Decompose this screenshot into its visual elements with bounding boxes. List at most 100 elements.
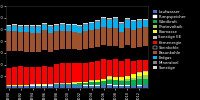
Bar: [113, 59, 118, 76]
Bar: [83, 83, 88, 85]
Bar: [12, 51, 17, 67]
Bar: [143, 46, 148, 60]
Bar: [131, 80, 136, 86]
Bar: [119, 81, 124, 85]
Bar: [30, 67, 35, 84]
Bar: [137, 73, 142, 76]
Bar: [131, 48, 136, 61]
Bar: [143, 79, 148, 85]
Bar: [66, 48, 71, 63]
Bar: [77, 83, 82, 85]
Bar: [125, 59, 130, 76]
Bar: [66, 84, 71, 85]
Legend: Laufwasser, Pumpspeicher, Windkraft, Photovoltaik, Biomasse, Sonstige EE, Kernen: Laufwasser, Pumpspeicher, Windkraft, Pho…: [153, 10, 187, 70]
Bar: [54, 64, 59, 83]
Bar: [131, 86, 136, 88]
Bar: [107, 77, 112, 79]
Bar: [107, 18, 112, 19]
Bar: [107, 20, 112, 28]
Bar: [36, 52, 41, 67]
Bar: [83, 86, 88, 88]
Bar: [18, 51, 23, 66]
Bar: [48, 85, 53, 86]
Bar: [137, 60, 142, 72]
Bar: [131, 21, 136, 22]
Bar: [36, 25, 41, 26]
Bar: [89, 82, 94, 85]
Bar: [113, 76, 118, 77]
Bar: [113, 77, 118, 80]
Bar: [77, 63, 82, 82]
Bar: [30, 27, 35, 33]
Bar: [113, 17, 118, 18]
Bar: [89, 80, 94, 81]
Bar: [125, 81, 130, 85]
Bar: [60, 49, 65, 63]
Bar: [143, 72, 148, 75]
Bar: [113, 19, 118, 28]
Bar: [60, 25, 65, 31]
Bar: [119, 61, 124, 76]
Bar: [48, 84, 53, 85]
Bar: [89, 22, 94, 23]
Bar: [60, 23, 65, 24]
Bar: [6, 26, 11, 27]
Bar: [89, 86, 94, 88]
Bar: [54, 24, 59, 25]
Bar: [131, 20, 136, 21]
Bar: [143, 27, 148, 46]
Bar: [107, 60, 112, 76]
Bar: [77, 26, 82, 27]
Bar: [143, 20, 148, 27]
Bar: [42, 85, 47, 86]
Bar: [12, 86, 17, 88]
Bar: [119, 23, 124, 24]
Bar: [66, 24, 71, 25]
Bar: [36, 86, 41, 88]
Bar: [95, 86, 100, 88]
Bar: [60, 63, 65, 83]
Bar: [24, 26, 29, 27]
Bar: [24, 27, 29, 32]
Bar: [119, 32, 124, 48]
Bar: [42, 86, 47, 88]
Bar: [137, 19, 142, 20]
Bar: [137, 72, 142, 73]
Bar: [18, 26, 23, 27]
Bar: [107, 46, 112, 60]
Bar: [131, 61, 136, 74]
Bar: [6, 31, 11, 51]
Bar: [119, 24, 124, 32]
Bar: [125, 19, 130, 20]
Bar: [30, 84, 35, 85]
Bar: [36, 67, 41, 84]
Bar: [119, 77, 124, 80]
Bar: [72, 83, 77, 84]
Bar: [143, 60, 148, 71]
Bar: [77, 85, 82, 88]
Bar: [66, 83, 71, 84]
Bar: [125, 46, 130, 59]
Bar: [83, 24, 88, 25]
Bar: [48, 25, 53, 26]
Bar: [6, 86, 11, 88]
Bar: [77, 82, 82, 83]
Bar: [125, 28, 130, 46]
Bar: [72, 85, 77, 88]
Bar: [125, 18, 130, 19]
Bar: [42, 84, 47, 85]
Bar: [107, 84, 112, 85]
Bar: [12, 25, 17, 26]
Bar: [18, 25, 23, 26]
Bar: [83, 85, 88, 86]
Bar: [48, 67, 53, 84]
Bar: [72, 49, 77, 63]
Bar: [42, 23, 47, 24]
Bar: [24, 85, 29, 86]
Bar: [12, 24, 17, 25]
Bar: [143, 71, 148, 72]
Bar: [95, 85, 100, 86]
Bar: [72, 63, 77, 82]
Bar: [30, 25, 35, 26]
Bar: [36, 27, 41, 33]
